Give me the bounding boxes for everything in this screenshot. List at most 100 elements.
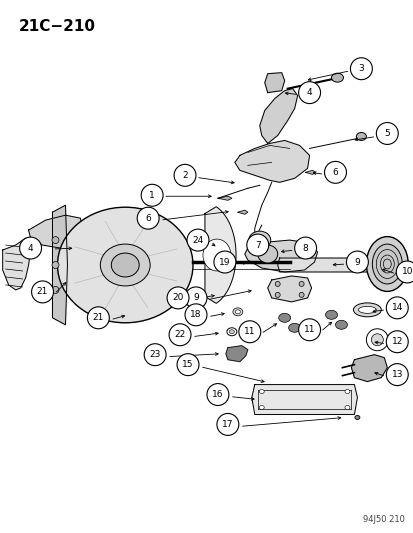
Circle shape bbox=[177, 354, 199, 376]
Circle shape bbox=[294, 237, 316, 259]
Circle shape bbox=[349, 58, 371, 79]
Circle shape bbox=[144, 344, 166, 366]
Text: 19: 19 bbox=[218, 257, 230, 266]
Text: 14: 14 bbox=[391, 303, 402, 312]
Text: 23: 23 bbox=[149, 350, 160, 359]
Text: 9: 9 bbox=[192, 293, 198, 302]
Circle shape bbox=[298, 82, 320, 103]
Ellipse shape bbox=[371, 244, 401, 284]
Circle shape bbox=[185, 304, 206, 326]
Text: 21: 21 bbox=[37, 287, 48, 296]
Ellipse shape bbox=[275, 281, 280, 286]
Circle shape bbox=[19, 237, 41, 259]
Polygon shape bbox=[28, 215, 82, 248]
Ellipse shape bbox=[358, 306, 375, 313]
Text: 11: 11 bbox=[303, 325, 315, 334]
Ellipse shape bbox=[275, 293, 280, 297]
Circle shape bbox=[141, 184, 163, 206]
Ellipse shape bbox=[235, 310, 240, 314]
Text: 12: 12 bbox=[391, 337, 402, 346]
Circle shape bbox=[169, 324, 190, 346]
Text: 17: 17 bbox=[222, 420, 233, 429]
Polygon shape bbox=[244, 240, 317, 272]
Text: 4: 4 bbox=[306, 88, 312, 97]
Text: 21C−210: 21C−210 bbox=[19, 19, 95, 34]
Text: 9: 9 bbox=[354, 257, 359, 266]
Ellipse shape bbox=[335, 320, 347, 329]
Text: 4: 4 bbox=[28, 244, 33, 253]
Text: 5: 5 bbox=[384, 129, 389, 138]
Polygon shape bbox=[225, 346, 247, 362]
Ellipse shape bbox=[259, 406, 263, 409]
Polygon shape bbox=[267, 276, 311, 302]
Circle shape bbox=[185, 287, 206, 309]
Circle shape bbox=[324, 161, 346, 183]
Text: 24: 24 bbox=[192, 236, 203, 245]
Text: 13: 13 bbox=[391, 370, 402, 379]
Text: 94J50 210: 94J50 210 bbox=[363, 515, 404, 524]
Text: 3: 3 bbox=[358, 64, 363, 73]
Circle shape bbox=[173, 164, 195, 187]
Circle shape bbox=[385, 331, 407, 353]
Text: 2: 2 bbox=[182, 171, 188, 180]
Polygon shape bbox=[217, 196, 231, 200]
Ellipse shape bbox=[354, 415, 359, 419]
Text: 7: 7 bbox=[254, 240, 260, 249]
Ellipse shape bbox=[278, 313, 290, 322]
Ellipse shape bbox=[356, 133, 366, 141]
Polygon shape bbox=[351, 354, 387, 382]
Text: 16: 16 bbox=[211, 390, 223, 399]
Circle shape bbox=[346, 251, 368, 273]
Polygon shape bbox=[259, 88, 297, 143]
Circle shape bbox=[214, 251, 235, 273]
Ellipse shape bbox=[257, 245, 277, 263]
Circle shape bbox=[385, 297, 407, 319]
Circle shape bbox=[87, 307, 109, 329]
Circle shape bbox=[31, 281, 53, 303]
Circle shape bbox=[246, 234, 268, 256]
Ellipse shape bbox=[299, 293, 304, 297]
Ellipse shape bbox=[52, 262, 59, 269]
Text: 11: 11 bbox=[243, 327, 255, 336]
Text: 18: 18 bbox=[190, 310, 201, 319]
Text: 10: 10 bbox=[401, 268, 412, 277]
Polygon shape bbox=[251, 385, 356, 415]
Ellipse shape bbox=[288, 324, 300, 332]
Polygon shape bbox=[237, 210, 247, 214]
Ellipse shape bbox=[232, 308, 242, 316]
Circle shape bbox=[216, 414, 238, 435]
Ellipse shape bbox=[100, 244, 150, 286]
Ellipse shape bbox=[226, 328, 236, 336]
Text: 15: 15 bbox=[182, 360, 193, 369]
Ellipse shape bbox=[52, 286, 59, 293]
Polygon shape bbox=[2, 238, 31, 290]
Circle shape bbox=[298, 319, 320, 341]
Text: 20: 20 bbox=[172, 293, 183, 302]
Ellipse shape bbox=[325, 310, 337, 319]
Text: 8: 8 bbox=[302, 244, 308, 253]
Ellipse shape bbox=[366, 329, 387, 351]
Ellipse shape bbox=[202, 239, 230, 271]
Polygon shape bbox=[277, 258, 380, 272]
Ellipse shape bbox=[370, 334, 382, 346]
Circle shape bbox=[385, 364, 407, 385]
Text: 6: 6 bbox=[332, 168, 337, 177]
Ellipse shape bbox=[344, 406, 349, 409]
Ellipse shape bbox=[52, 237, 59, 244]
Circle shape bbox=[187, 229, 209, 251]
Ellipse shape bbox=[299, 281, 304, 286]
Ellipse shape bbox=[248, 231, 270, 249]
Text: 22: 22 bbox=[174, 330, 185, 339]
Circle shape bbox=[375, 123, 397, 144]
Polygon shape bbox=[264, 72, 284, 93]
Ellipse shape bbox=[111, 253, 139, 277]
Text: 21: 21 bbox=[93, 313, 104, 322]
Circle shape bbox=[206, 384, 228, 406]
Text: 1: 1 bbox=[149, 191, 154, 200]
Circle shape bbox=[137, 207, 159, 229]
Ellipse shape bbox=[366, 237, 407, 292]
Circle shape bbox=[167, 287, 189, 309]
Ellipse shape bbox=[353, 303, 380, 317]
Polygon shape bbox=[52, 205, 67, 325]
Ellipse shape bbox=[344, 390, 349, 393]
